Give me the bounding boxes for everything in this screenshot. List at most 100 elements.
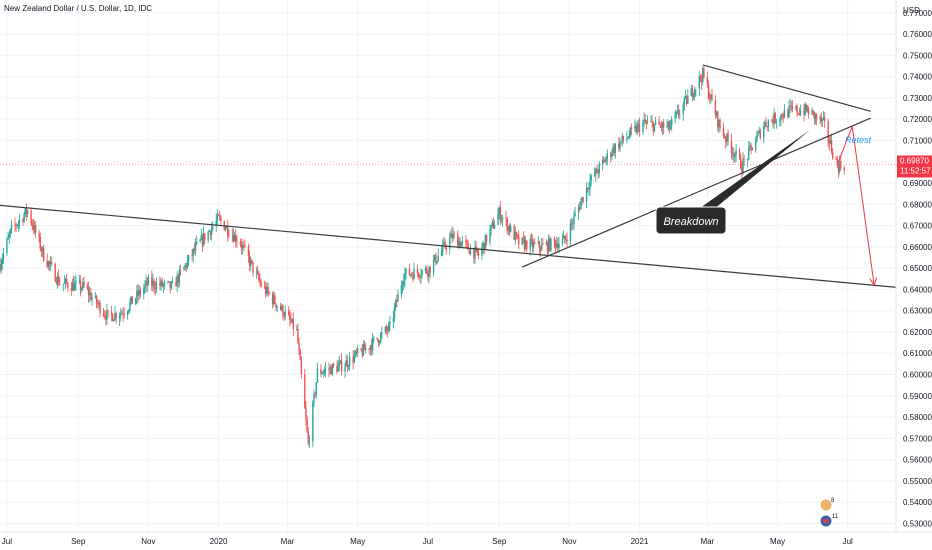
candle-body	[645, 122, 648, 124]
projection-path[interactable]	[836, 124, 875, 286]
candle-body	[185, 264, 188, 268]
time-tick-label: Sep	[71, 537, 86, 546]
candle-body	[241, 245, 244, 249]
candle-body	[408, 268, 411, 276]
candle-body	[690, 88, 692, 96]
candle-body	[89, 292, 91, 296]
candle-body	[210, 228, 213, 236]
candle-body	[224, 228, 227, 231]
economic-event-icon[interactable]	[819, 498, 833, 512]
candle-body	[403, 280, 405, 285]
candle-body	[208, 231, 211, 232]
price-axis-unit: USD	[903, 6, 920, 15]
candle-body	[401, 284, 404, 286]
candle-body	[482, 243, 484, 248]
price-tick-label: 0.69000	[903, 179, 932, 188]
candle-body	[424, 268, 427, 271]
candle-body	[661, 122, 664, 129]
candle-body	[797, 113, 799, 115]
candle-body	[449, 237, 451, 249]
candle-body	[291, 318, 293, 323]
price-tick-label: 0.65000	[903, 264, 932, 273]
price-tick-label: 0.66000	[903, 243, 932, 252]
candle-body	[791, 106, 794, 109]
breakdown-callout[interactable]: Breakdown	[655, 130, 810, 235]
candle-body	[247, 246, 250, 257]
candle-body	[630, 128, 633, 129]
candle-body	[756, 135, 758, 142]
candle-body	[789, 105, 791, 107]
candle-body	[336, 366, 338, 372]
candle-body	[751, 147, 753, 151]
candle-body	[304, 374, 306, 409]
candle-body	[105, 316, 107, 320]
candle-body	[687, 95, 689, 104]
candle-body	[507, 226, 510, 231]
candle-body	[477, 252, 480, 256]
candle-body	[417, 272, 420, 277]
candle-body	[340, 360, 343, 372]
candle-body	[59, 284, 61, 286]
candle-body	[598, 163, 600, 174]
trendline[interactable]	[521, 117, 871, 268]
candle-body	[459, 241, 461, 247]
candle-body	[292, 318, 294, 330]
candle-body	[168, 281, 170, 283]
candle-body	[651, 121, 653, 123]
candle-body	[187, 255, 190, 261]
candle-body	[428, 266, 430, 277]
candle-body	[618, 143, 620, 149]
candle-body	[836, 159, 839, 166]
candle-body	[284, 311, 286, 317]
event-badges[interactable]: 8 11	[819, 498, 839, 528]
candle-body	[252, 262, 254, 273]
candle-body	[547, 238, 550, 252]
candle-body	[377, 339, 380, 344]
candle-body	[828, 140, 830, 144]
trendline[interactable]	[0, 204, 897, 288]
candle-body	[611, 153, 613, 157]
candle-body	[273, 295, 275, 304]
candle-body	[138, 289, 140, 296]
candle-body	[427, 272, 429, 277]
candle-body	[167, 281, 169, 283]
candle-body	[838, 161, 841, 172]
candle-body	[634, 126, 636, 129]
price-axis[interactable]: 0.77000 0.76000 0.75000 0.74000 0.73000 0.720…	[903, 9, 932, 529]
candle-body	[629, 128, 632, 137]
trendline[interactable]	[702, 64, 871, 112]
price-tick-label: 0.64000	[903, 285, 932, 294]
candle-body	[469, 248, 472, 255]
candle-body	[146, 280, 148, 286]
candle-body	[766, 126, 768, 128]
candle-body	[8, 234, 10, 238]
candle-body	[259, 279, 261, 283]
candle-body	[307, 431, 309, 444]
candle-body	[550, 238, 552, 251]
candle-body	[114, 312, 116, 320]
candle-body	[14, 224, 16, 226]
candle-body	[314, 393, 316, 395]
candle-body	[313, 393, 315, 403]
price-tick-label: 0.61000	[903, 349, 932, 358]
candle-body	[83, 282, 85, 286]
breakdown-label: Breakdown	[663, 216, 718, 228]
time-axis[interactable]: Jul Sep Nov 2020 Mar May Jul Sep Nov 2021 Mar May Ju…	[2, 537, 853, 546]
candle-body	[78, 280, 81, 282]
candle-body	[64, 278, 67, 283]
candle-body	[16, 225, 18, 226]
candle-body	[82, 282, 84, 289]
candle-body	[17, 222, 20, 226]
candle-body	[741, 168, 743, 173]
price-tick-label: 0.54000	[903, 498, 932, 507]
candle-body	[227, 226, 229, 236]
candle-body	[139, 289, 142, 295]
candle-body	[41, 247, 44, 252]
candle-body	[416, 268, 419, 273]
candle-body	[475, 246, 477, 249]
candle-body	[626, 137, 628, 141]
candle-body	[178, 269, 181, 283]
candle-body	[461, 240, 464, 243]
candle-body	[731, 152, 734, 154]
